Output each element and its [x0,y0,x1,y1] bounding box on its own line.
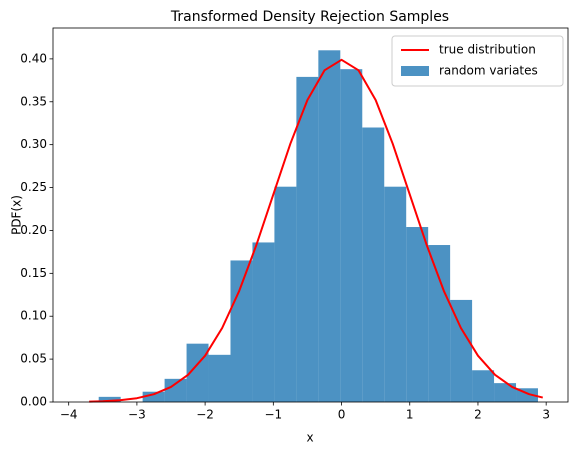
histogram-bar [362,127,385,403]
legend-label: random variates [439,64,538,78]
y-tick-label: 0.20 [20,223,47,237]
x-tick-label: −1 [264,408,282,422]
chart-title: Transformed Density Rejection Samples [170,9,449,25]
legend-swatch [401,66,429,76]
histogram-bar [406,227,429,402]
histogram-bar [274,186,297,402]
histogram-bar [472,370,495,402]
x-tick-label: 3 [542,408,550,422]
plot-area [89,50,544,403]
histogram-bar [208,354,231,402]
y-tick-label: 0.30 [20,137,47,151]
histogram-bar [340,69,363,402]
histogram-bar [428,245,451,402]
y-tick-label: 0.35 [20,94,47,108]
legend-box [391,35,564,87]
x-axis-label: x [306,431,313,445]
y-tick-label: 0.10 [20,309,47,323]
legend-label: true distribution [439,43,536,57]
y-tick-label: 0.25 [20,180,47,194]
histogram-bar [318,50,341,402]
histogram-bar [230,260,253,402]
histogram-bar [494,383,517,402]
histogram-bar [142,391,165,402]
histogram-bar [164,378,187,402]
y-axis-label: PDF(x) [10,195,24,235]
x-tick-label: 0 [338,408,346,422]
y-tick-label: 0.05 [20,352,47,366]
histogram-bar [98,396,121,402]
x-tick-label: −4 [60,408,78,422]
x-tick-label: −3 [128,408,146,422]
legend: true distribution random variates [391,35,564,87]
y-tick-label: 0.40 [20,51,47,65]
plot-frame [52,27,569,403]
histogram-bar [450,299,473,402]
x-tick-label: 2 [474,408,482,422]
distribution-line [89,58,544,403]
y-tick-label: 0.00 [20,395,47,409]
x-tick-label: −2 [196,408,214,422]
histogram-bar [252,242,275,402]
x-tick-label: 1 [406,408,414,422]
y-tick-label: 0.15 [20,266,47,280]
histogram-bar [296,76,319,402]
histogram-bar [384,186,407,402]
